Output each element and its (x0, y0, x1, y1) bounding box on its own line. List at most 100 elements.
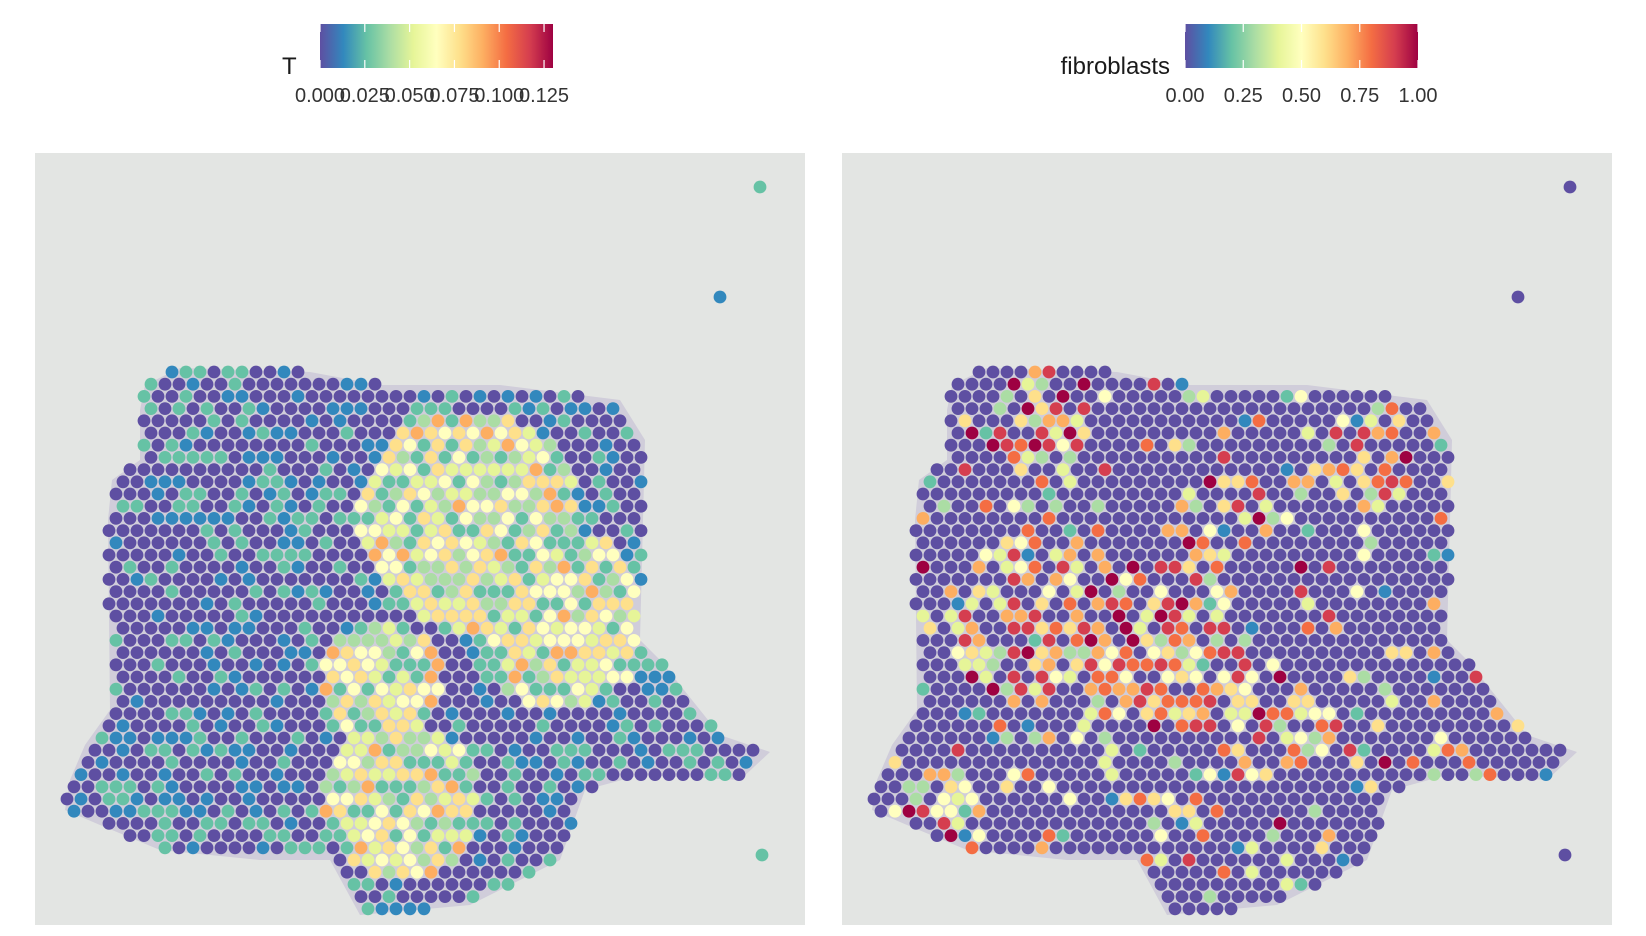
spot (1315, 841, 1329, 855)
spot (1343, 426, 1357, 440)
spot (410, 426, 424, 440)
spot (242, 792, 256, 806)
spot (1259, 890, 1273, 903)
spot (592, 524, 606, 537)
spot (368, 743, 382, 757)
spot (242, 402, 256, 415)
spot (298, 377, 312, 391)
spot (993, 792, 1007, 806)
spot (1259, 768, 1273, 781)
spot (937, 792, 951, 806)
spot (1259, 670, 1273, 684)
spot (585, 609, 599, 623)
spot (1266, 390, 1280, 403)
spot (466, 719, 480, 733)
spot (1063, 573, 1077, 586)
spot (1210, 512, 1224, 525)
spot (1056, 707, 1070, 720)
spot (979, 621, 993, 635)
spot (200, 402, 214, 415)
spot (606, 646, 620, 659)
spot (1147, 719, 1161, 733)
spot (1266, 731, 1280, 745)
spot (361, 634, 375, 647)
spot (930, 536, 944, 550)
spot (543, 707, 557, 720)
spot (655, 682, 669, 696)
spot (172, 573, 186, 586)
spot (277, 682, 291, 696)
spot (986, 707, 1000, 720)
spot (1280, 853, 1294, 867)
spot (235, 804, 249, 818)
spot (284, 451, 298, 464)
spot (368, 377, 382, 391)
spot (1175, 475, 1189, 489)
spot (291, 365, 305, 379)
spot (445, 731, 459, 745)
spot (291, 585, 305, 598)
spot (1322, 463, 1336, 476)
spot (389, 682, 403, 696)
spot (1238, 829, 1252, 842)
spot (965, 792, 979, 806)
spot (277, 487, 291, 501)
spot (1133, 719, 1147, 733)
spot (1028, 487, 1042, 501)
spot (368, 548, 382, 562)
spot (1084, 536, 1098, 550)
spot (1182, 658, 1196, 672)
spot (319, 414, 333, 428)
spot (151, 658, 165, 672)
spot (1063, 817, 1077, 830)
spot (550, 499, 564, 513)
spot (1350, 536, 1364, 550)
spot (431, 536, 445, 550)
spot (1105, 451, 1119, 464)
spot (1182, 512, 1196, 525)
spot (277, 780, 291, 794)
spot (1301, 792, 1315, 806)
spot (515, 414, 529, 428)
spot (1343, 646, 1357, 659)
spot (1196, 390, 1210, 403)
spot (1140, 560, 1154, 574)
spot (1098, 731, 1112, 745)
spot (1140, 658, 1154, 672)
spot (1119, 817, 1133, 830)
spot (487, 707, 501, 720)
spot (277, 658, 291, 672)
spot (193, 756, 207, 769)
spot (312, 743, 326, 757)
spot (1098, 463, 1112, 476)
spot (1140, 829, 1154, 842)
spot (690, 719, 704, 733)
spot (508, 597, 522, 611)
spot (249, 560, 263, 574)
spot (144, 548, 158, 562)
spot (1196, 512, 1210, 525)
spot (923, 792, 937, 806)
spot (340, 475, 354, 489)
spot (1301, 865, 1315, 879)
spot (172, 670, 186, 684)
spot (368, 695, 382, 708)
spot (1091, 548, 1105, 562)
spot (270, 719, 284, 733)
spot (1168, 804, 1182, 818)
spot (930, 560, 944, 574)
spot (480, 451, 494, 464)
spot (557, 585, 571, 598)
spot (986, 780, 1000, 794)
spot (944, 658, 958, 672)
spot (466, 475, 480, 489)
spot (965, 377, 979, 391)
spot (1385, 499, 1399, 513)
spot (172, 426, 186, 440)
spot (536, 792, 550, 806)
spot (1105, 499, 1119, 513)
spot (620, 646, 634, 659)
spot (312, 792, 326, 806)
spot (1014, 438, 1028, 452)
spot (235, 829, 249, 842)
